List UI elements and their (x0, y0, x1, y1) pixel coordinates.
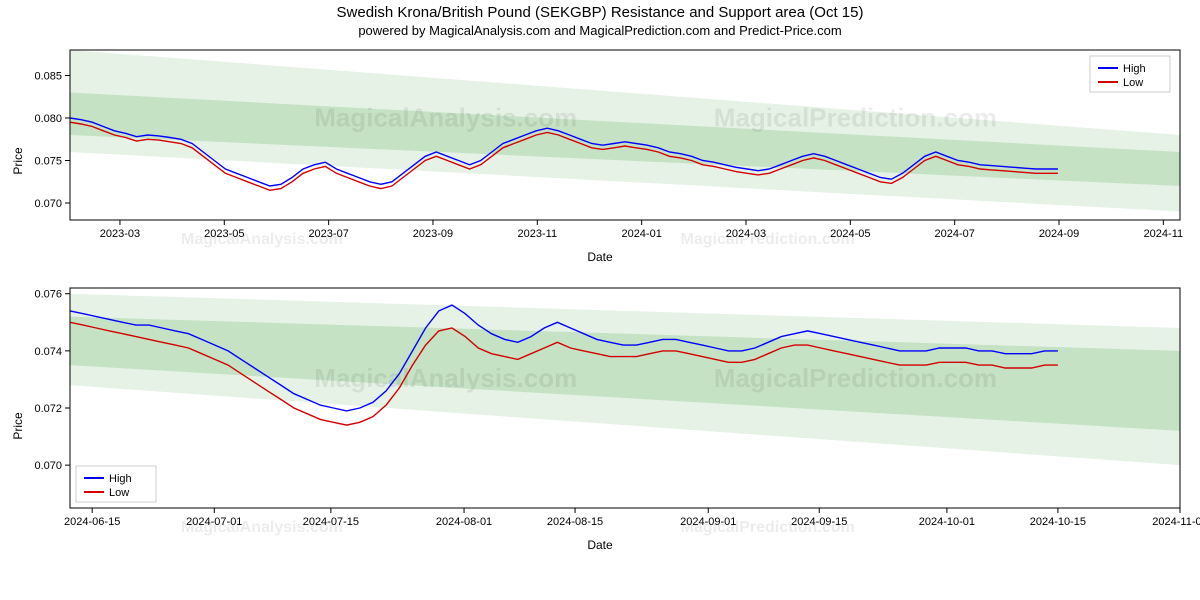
chart-container: Swedish Krona/British Pound (SEKGBP) Res… (0, 0, 1200, 600)
x-tick-label: 2024-09-01 (680, 516, 736, 528)
x-tick-label: 2024-07-01 (186, 516, 242, 528)
bottom-chart-wrap: Price MagicalAnalysis.com MagicalPredicti… (0, 280, 1200, 572)
y-axis-label: Price (11, 147, 25, 174)
watermark-text: MagicalPrediction.com (714, 103, 997, 133)
y-axis-label: Price (11, 412, 25, 439)
x-axis-label: Date (0, 538, 1200, 552)
x-tick-label: 2024-10-15 (1030, 516, 1086, 528)
x-tick-label: 2024-03 (726, 228, 766, 240)
chart-subtitle: powered by MagicalAnalysis.com and Magic… (0, 21, 1200, 42)
y-tick-label: 0.072 (34, 403, 62, 415)
watermark-text: MagicalPrediction.com (681, 231, 855, 248)
y-tick-label: 0.074 (34, 346, 62, 358)
x-tick-label: 2023-03 (100, 228, 140, 240)
x-tick-label: 2023-07 (308, 228, 348, 240)
x-axis-label: Date (0, 250, 1200, 264)
y-tick-label: 0.080 (34, 113, 62, 125)
x-tick-label: 2024-11 (1144, 228, 1184, 240)
watermark-text: MagicalAnalysis.com (314, 363, 577, 393)
x-tick-label: 2024-07-15 (303, 516, 359, 528)
y-tick-label: 0.076 (34, 289, 62, 301)
legend-low-label: Low (109, 487, 129, 499)
x-tick-label: 2024-11-01 (1152, 516, 1200, 528)
y-tick-label: 0.085 (34, 71, 62, 83)
legend-high-label: High (109, 473, 132, 485)
x-tick-label: 2023-05 (204, 228, 244, 240)
top-chart-wrap: Price MagicalAnalysis.com MagicalPredicti… (0, 42, 1200, 280)
x-tick-label: 2024-08-15 (547, 516, 603, 528)
legend-low-label: Low (1123, 77, 1143, 89)
watermark-text: MagicalPrediction.com (714, 363, 997, 393)
x-tick-label: 2024-05 (830, 228, 870, 240)
x-tick-label: 2024-06-15 (64, 516, 120, 528)
x-tick-label: 2023-09 (413, 228, 453, 240)
x-tick-label: 2024-09-15 (791, 516, 847, 528)
y-tick-label: 0.070 (34, 198, 62, 210)
y-tick-label: 0.070 (34, 460, 62, 472)
top-chart-svg: MagicalAnalysis.com MagicalPrediction.com… (0, 42, 1200, 252)
chart-title: Swedish Krona/British Pound (SEKGBP) Res… (0, 0, 1200, 21)
legend-high-label: High (1123, 63, 1146, 75)
x-tick-label: 2024-01 (621, 228, 661, 240)
watermark-text: MagicalAnalysis.com (314, 103, 577, 133)
x-tick-label: 2024-10-01 (919, 516, 975, 528)
y-tick-label: 0.075 (34, 156, 62, 168)
bottom-chart-svg: MagicalAnalysis.com MagicalPrediction.com… (0, 280, 1200, 540)
x-tick-label: 2024-09 (1039, 228, 1079, 240)
x-tick-label: 2024-08-01 (436, 516, 492, 528)
x-tick-label: 2024-07 (934, 228, 974, 240)
x-tick-label: 2023-11 (518, 228, 558, 240)
